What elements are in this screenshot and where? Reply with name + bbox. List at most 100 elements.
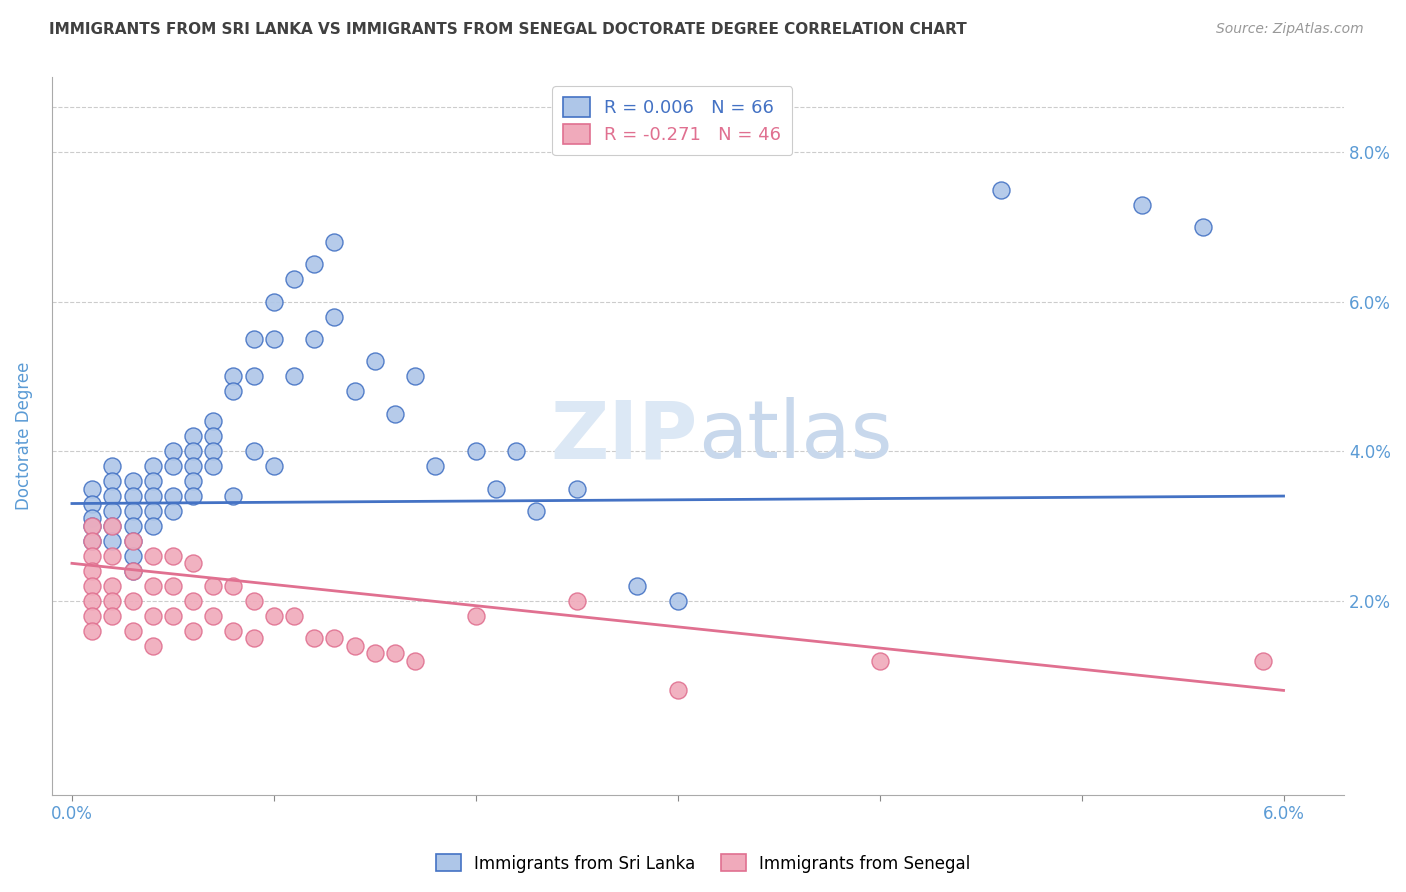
Point	[222, 369, 245, 384]
Point	[202, 414, 225, 428]
Point	[121, 593, 143, 607]
Point	[82, 519, 104, 533]
Point	[869, 653, 891, 667]
Point	[202, 608, 225, 623]
Point	[181, 489, 204, 503]
Point	[323, 310, 346, 324]
Point	[121, 504, 143, 518]
Point	[181, 624, 204, 638]
Point	[101, 504, 124, 518]
Point	[304, 257, 326, 271]
Point	[425, 459, 447, 474]
Point	[121, 489, 143, 503]
Point	[202, 429, 225, 443]
Point	[364, 354, 387, 368]
Point	[304, 631, 326, 645]
Point	[181, 474, 204, 488]
Point	[101, 533, 124, 548]
Point	[526, 504, 548, 518]
Point	[343, 639, 366, 653]
Point	[323, 631, 346, 645]
Point	[121, 474, 143, 488]
Point	[283, 369, 305, 384]
Point	[384, 407, 406, 421]
Point	[202, 444, 225, 458]
Point	[82, 496, 104, 510]
Point	[162, 549, 184, 563]
Point	[666, 593, 689, 607]
Point	[142, 474, 165, 488]
Point	[121, 533, 143, 548]
Point	[82, 549, 104, 563]
Point	[142, 504, 165, 518]
Point	[162, 608, 184, 623]
Point	[162, 444, 184, 458]
Point	[565, 593, 588, 607]
Point	[101, 579, 124, 593]
Point	[181, 429, 204, 443]
Point	[1253, 653, 1275, 667]
Point	[222, 384, 245, 399]
Point	[121, 564, 143, 578]
Point	[242, 332, 264, 346]
Point	[242, 593, 264, 607]
Point	[82, 593, 104, 607]
Point	[505, 444, 527, 458]
Legend: Immigrants from Sri Lanka, Immigrants from Senegal: Immigrants from Sri Lanka, Immigrants fr…	[429, 847, 977, 880]
Y-axis label: Doctorate Degree: Doctorate Degree	[15, 362, 32, 510]
Point	[384, 646, 406, 660]
Point	[162, 489, 184, 503]
Point	[101, 459, 124, 474]
Point	[82, 608, 104, 623]
Point	[121, 519, 143, 533]
Point	[202, 459, 225, 474]
Point	[142, 519, 165, 533]
Point	[323, 235, 346, 249]
Point	[304, 332, 326, 346]
Text: Source: ZipAtlas.com: Source: ZipAtlas.com	[1216, 22, 1364, 37]
Point	[263, 608, 285, 623]
Point	[101, 549, 124, 563]
Point	[101, 608, 124, 623]
Point	[242, 369, 264, 384]
Point	[121, 564, 143, 578]
Point	[82, 624, 104, 638]
Point	[181, 444, 204, 458]
Point	[121, 624, 143, 638]
Point	[666, 683, 689, 698]
Point	[283, 272, 305, 286]
Point	[485, 482, 508, 496]
Legend: R = 0.006   N = 66, R = -0.271   N = 46: R = 0.006 N = 66, R = -0.271 N = 46	[553, 87, 792, 155]
Point	[82, 511, 104, 525]
Point	[404, 653, 426, 667]
Point	[222, 624, 245, 638]
Point	[242, 444, 264, 458]
Point	[162, 504, 184, 518]
Point	[181, 459, 204, 474]
Point	[121, 549, 143, 563]
Point	[101, 474, 124, 488]
Point	[142, 608, 165, 623]
Point	[101, 489, 124, 503]
Point	[82, 533, 104, 548]
Point	[82, 482, 104, 496]
Point	[142, 489, 165, 503]
Point	[101, 593, 124, 607]
Point	[283, 608, 305, 623]
Point	[364, 646, 387, 660]
Point	[82, 564, 104, 578]
Point	[404, 369, 426, 384]
Point	[82, 579, 104, 593]
Point	[222, 489, 245, 503]
Point	[202, 579, 225, 593]
Point	[626, 579, 648, 593]
Point	[263, 459, 285, 474]
Point	[101, 519, 124, 533]
Point	[82, 533, 104, 548]
Point	[142, 639, 165, 653]
Point	[181, 557, 204, 571]
Point	[162, 579, 184, 593]
Point	[181, 593, 204, 607]
Point	[121, 533, 143, 548]
Text: atlas: atlas	[697, 397, 893, 475]
